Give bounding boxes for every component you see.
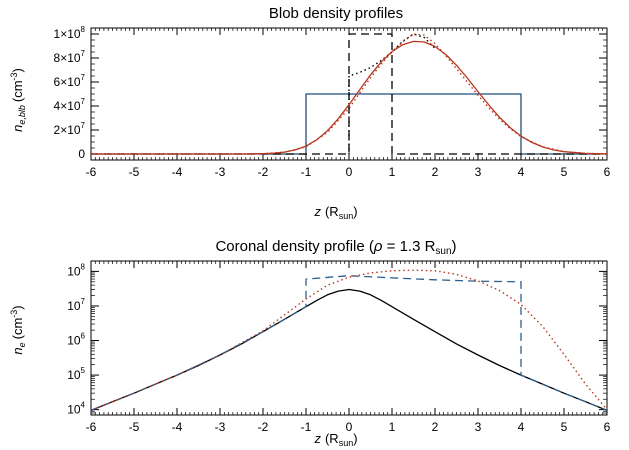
x-tick-label: 6 [604,165,611,179]
y-tick-label: 6×107 [54,73,86,89]
x-tick-label: 5 [561,420,568,434]
title-main: Coronal density profile ( [215,238,373,255]
blob-density-panel: Blob density profiles ne,blb(cm-3) z (Rsu… [9,5,611,221]
x-tick-label: -1 [301,165,312,179]
ylabel-unit-sup: -3 [9,72,19,80]
xlabel-unit: R [329,204,338,219]
y-tick-label: 0 [78,147,85,161]
chart-title: Coronal density profile (ρ = 1.3 Rsun) [215,238,456,257]
title-greek: ρ [373,238,383,255]
y-tick-label: 8×107 [54,49,86,65]
x-tick-label: -3 [215,165,226,179]
y-ticks: 104 105 106 107 108 [67,260,607,417]
x-tick-label: -2 [258,165,269,179]
x-tick-label: -6 [86,420,97,434]
x-tick-label: 5 [561,165,568,179]
y-ticks: 0 2×107 4×107 6×107 8×107 1×108 [54,25,607,161]
svg-text:z(Rsun): z (Rsun) [313,431,357,448]
y-tick-label: 1×108 [54,25,86,41]
ylabel-unit-close: ) [10,68,25,72]
x-tick-label: -5 [129,165,140,179]
xlabel-unit-sub: sun [339,211,354,221]
svg-text:Coronal density profile (ρ = 1: Coronal density profile (ρ = 1.3 Rsun) [215,238,456,257]
series-line-2 [90,269,608,412]
series-group [91,33,608,155]
y-tick-label: 106 [67,332,85,348]
svg-text:z(Rsun): z (Rsun) [313,204,357,221]
series-group [90,269,608,412]
coronal-density-panel: Coronal density profile (ρ = 1.3 Rsun) n… [9,238,611,448]
ylabel-main: n [10,347,25,354]
xlabel-unit: R [329,431,338,446]
xlabel-main: z [313,431,321,446]
x-tick-label: -5 [129,420,140,434]
title-eq: = 1.3 R [382,238,435,255]
x-tick-label: 6 [604,420,611,434]
series-line-1 [90,275,608,412]
x-tick-label: 0 [346,420,353,434]
x-tick-label: 1 [389,165,396,179]
xlabel-unit-sub: sun [339,438,354,448]
chart-title: Blob density profiles [269,5,403,22]
y-tick-label: 2×107 [54,121,86,137]
x-tick-label: 3 [475,165,482,179]
svg-text:ne,blb(cm-3): ne,blb (cm-3) [9,68,27,132]
y-tick-label: 104 [67,401,85,417]
xlabel-main: z [313,204,321,219]
x-axis-label: z (Rsun) [313,204,357,221]
x-tick-label: 0 [346,165,353,179]
x-tick-label: -4 [172,165,183,179]
y-tick-label: 108 [67,262,85,278]
series-line-1 [91,33,607,155]
y-tick-label: 105 [67,366,85,382]
x-tick-label: -4 [172,420,183,434]
x-tick-label: 3 [475,420,482,434]
series-line-0 [91,93,607,155]
x-tick-label: 1 [389,420,396,434]
x-ticks: -6 -5 -4 -3 -2 -1 0 1 2 3 4 5 6 [86,28,611,179]
x-tick-label: 2 [432,420,439,434]
y-axis-label: ne,blb (cm-3) [9,68,27,132]
x-tick-label: -2 [258,420,269,434]
x-ticks: -6 -5 -4 -3 -2 -1 0 1 2 3 4 5 6 [86,261,611,434]
x-tick-label: 2 [432,165,439,179]
x-tick-label: 4 [518,420,525,434]
svg-text:ne(cm-3): ne (cm-3) [9,305,27,354]
x-axis-label: z (Rsun) [313,431,357,448]
ylabel-sub: e,blb [17,105,27,125]
series-line-0 [90,288,608,412]
ylabel-sub: e [17,342,27,347]
ylabel-unit: (cm [10,80,25,102]
title-sub: sun [435,246,451,257]
y-tick-label: 107 [67,297,85,313]
x-tick-label: 4 [518,165,525,179]
ylabel-unit-close: ) [10,305,25,309]
y-axis-label: ne (cm-3) [9,305,27,354]
ylabel-unit-sup: -3 [9,310,19,318]
x-tick-label: -3 [215,420,226,434]
ylabel-main: n [10,125,25,132]
y-tick-label: 4×107 [54,97,86,113]
x-tick-label: -1 [301,420,312,434]
title-close: ) [452,238,457,255]
x-tick-label: -6 [86,165,97,179]
plot-frame [90,260,608,416]
ylabel-unit: (cm [10,318,25,340]
